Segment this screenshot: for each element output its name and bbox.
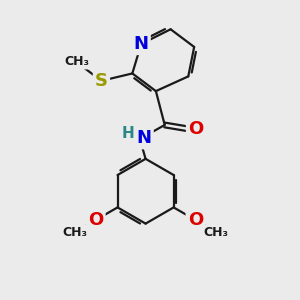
Text: H: H [122,126,134,141]
Text: S: S [95,72,108,90]
Text: O: O [188,120,203,138]
Text: CH₃: CH₃ [62,226,87,238]
Text: CH₃: CH₃ [64,55,89,68]
Text: CH₃: CH₃ [204,226,229,238]
Text: O: O [88,211,103,229]
Text: N: N [134,35,149,53]
Text: N: N [136,129,152,147]
Text: O: O [188,211,203,229]
